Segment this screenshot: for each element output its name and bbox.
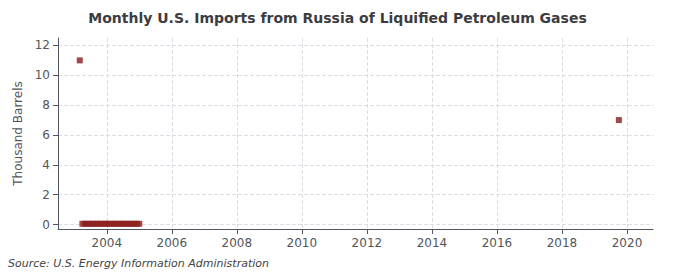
svg-text:2014: 2014 (417, 236, 448, 250)
svg-text:2004: 2004 (91, 236, 122, 250)
svg-text:2010: 2010 (287, 236, 318, 250)
svg-text:2020: 2020 (612, 236, 643, 250)
svg-text:2006: 2006 (157, 236, 188, 250)
svg-text:2012: 2012 (352, 236, 383, 250)
svg-text:Monthly U.S. Imports from Russ: Monthly U.S. Imports from Russia of Liqu… (88, 10, 586, 26)
svg-text:2018: 2018 (547, 236, 578, 250)
svg-text:2008: 2008 (222, 236, 253, 250)
svg-text:12: 12 (35, 38, 50, 52)
svg-text:10: 10 (35, 68, 50, 82)
svg-text:2: 2 (42, 188, 50, 202)
svg-text:0: 0 (42, 218, 50, 232)
svg-text:6: 6 (42, 128, 50, 142)
svg-text:8: 8 (42, 98, 50, 112)
svg-text:4: 4 (42, 158, 50, 172)
svg-text:Source: U.S. Energy Informatio: Source: U.S. Energy Information Administ… (8, 257, 269, 270)
svg-text:2016: 2016 (482, 236, 513, 250)
svg-text:Thousand Barrels: Thousand Barrels (11, 81, 25, 186)
